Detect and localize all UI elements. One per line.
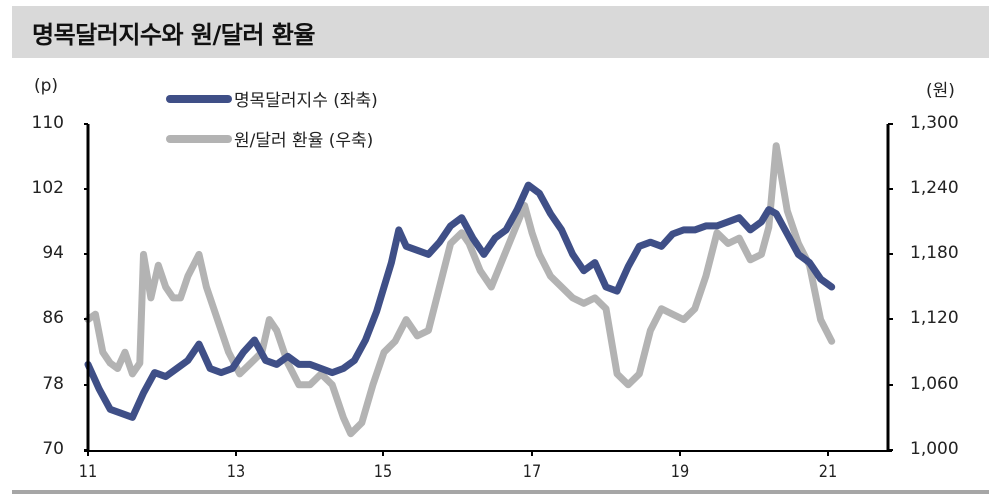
legend-swatch-krw-usd xyxy=(166,134,232,143)
x-tick-label: 19 xyxy=(670,462,690,482)
right-tick-label: 1,240 xyxy=(910,178,959,198)
left-tick-label: 86 xyxy=(42,308,64,328)
right-axis-unit: (원) xyxy=(926,81,955,101)
x-tick-label: 11 xyxy=(78,462,98,482)
right-axis-ticks xyxy=(888,123,893,451)
x-tick-label: 17 xyxy=(522,462,542,482)
right-tick-label: 1,000 xyxy=(910,439,959,459)
x-tick-label: 21 xyxy=(818,462,838,482)
right-tick-label: 1,300 xyxy=(910,113,959,133)
chart-title-bar: 명목달러지수와 원/달러 환율 xyxy=(12,6,989,58)
legend-label: 명목달러지수 (좌축) xyxy=(234,91,378,111)
series-layer xyxy=(84,142,836,438)
x-axis-ticks xyxy=(87,451,829,456)
x-tick-label: 13 xyxy=(226,462,246,482)
left-tick-label: 78 xyxy=(42,374,64,394)
legend-swatch-dollar-index xyxy=(166,94,232,103)
series-krw-usd-line xyxy=(84,142,836,438)
right-tick-label: 1,180 xyxy=(910,243,959,263)
series-dollar-index-line xyxy=(84,181,836,421)
chart-title: 명목달러지수와 원/달러 환율 xyxy=(32,21,315,49)
legend-item-krw-usd: 원/달러 환율 (우축) xyxy=(166,126,373,151)
right-tick-label: 1,060 xyxy=(910,374,959,394)
legend-label: 원/달러 환율 (우축) xyxy=(234,131,374,151)
left-axis-unit: (p) xyxy=(34,76,59,96)
left-tick-label: 94 xyxy=(42,243,64,263)
bottom-rule xyxy=(12,490,989,494)
left-tick-label: 102 xyxy=(31,178,64,198)
legend-item-dollar-index: 명목달러지수 (좌축) xyxy=(166,86,378,111)
left-tick-label: 110 xyxy=(31,113,64,133)
right-tick-label: 1,120 xyxy=(910,308,959,328)
left-axis-ticks xyxy=(84,123,88,451)
x-tick-label: 15 xyxy=(373,462,393,482)
axes xyxy=(84,123,893,456)
left-tick-label: 70 xyxy=(42,439,64,459)
